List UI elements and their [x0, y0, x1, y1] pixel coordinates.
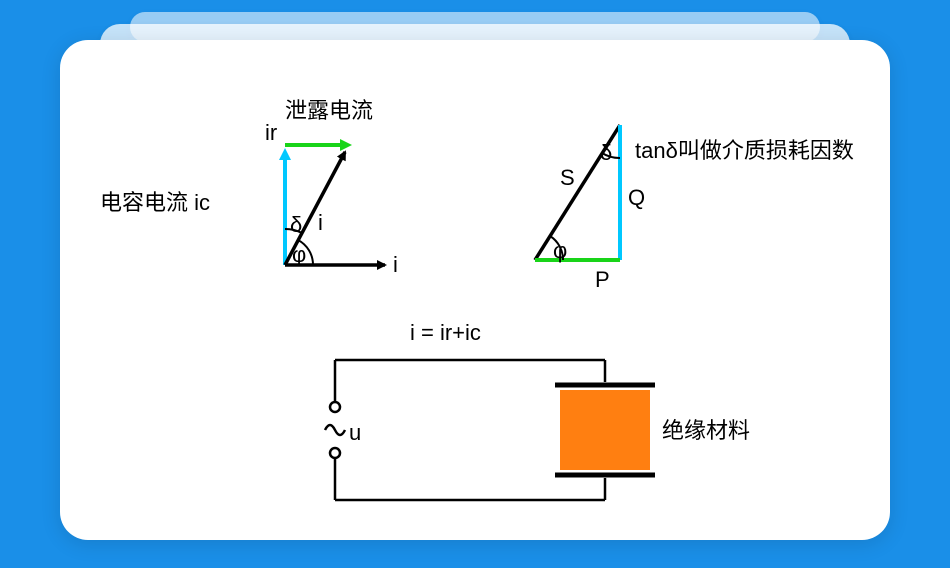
- src-term-top: [330, 402, 340, 412]
- src-term-bot: [330, 448, 340, 458]
- diagram-card: 泄露电流 ir 电容电流 ic δ φ i i S δ Q φ P tanδ叫做…: [60, 40, 890, 540]
- i-vec-label: i: [318, 210, 323, 235]
- equation-label: i = ir+ic: [410, 320, 481, 345]
- tri-S-label: S: [560, 165, 575, 190]
- tri-P-label: P: [595, 267, 610, 292]
- ir-label: ir: [265, 120, 277, 145]
- tan-label: tanδ叫做介质损耗因数: [635, 138, 854, 163]
- diagram-svg: 泄露电流 ir 电容电流 ic δ φ i i S δ Q φ P tanδ叫做…: [60, 40, 890, 540]
- tri-phi-label: φ: [553, 238, 567, 263]
- dielectric-block: [560, 390, 650, 470]
- delta-label: δ: [290, 212, 302, 237]
- cap-current-label: 电容电流 ic: [100, 190, 210, 215]
- source-label: u: [349, 420, 361, 445]
- tri-delta-label: δ: [600, 140, 612, 165]
- insulation-label: 绝缘材料: [662, 418, 750, 443]
- leak-label: 泄露电流: [285, 98, 373, 123]
- ac-tilde: [325, 425, 345, 435]
- i-axis-label: i: [393, 252, 398, 277]
- phi-label: φ: [292, 242, 306, 267]
- tri-Q-label: Q: [628, 185, 645, 210]
